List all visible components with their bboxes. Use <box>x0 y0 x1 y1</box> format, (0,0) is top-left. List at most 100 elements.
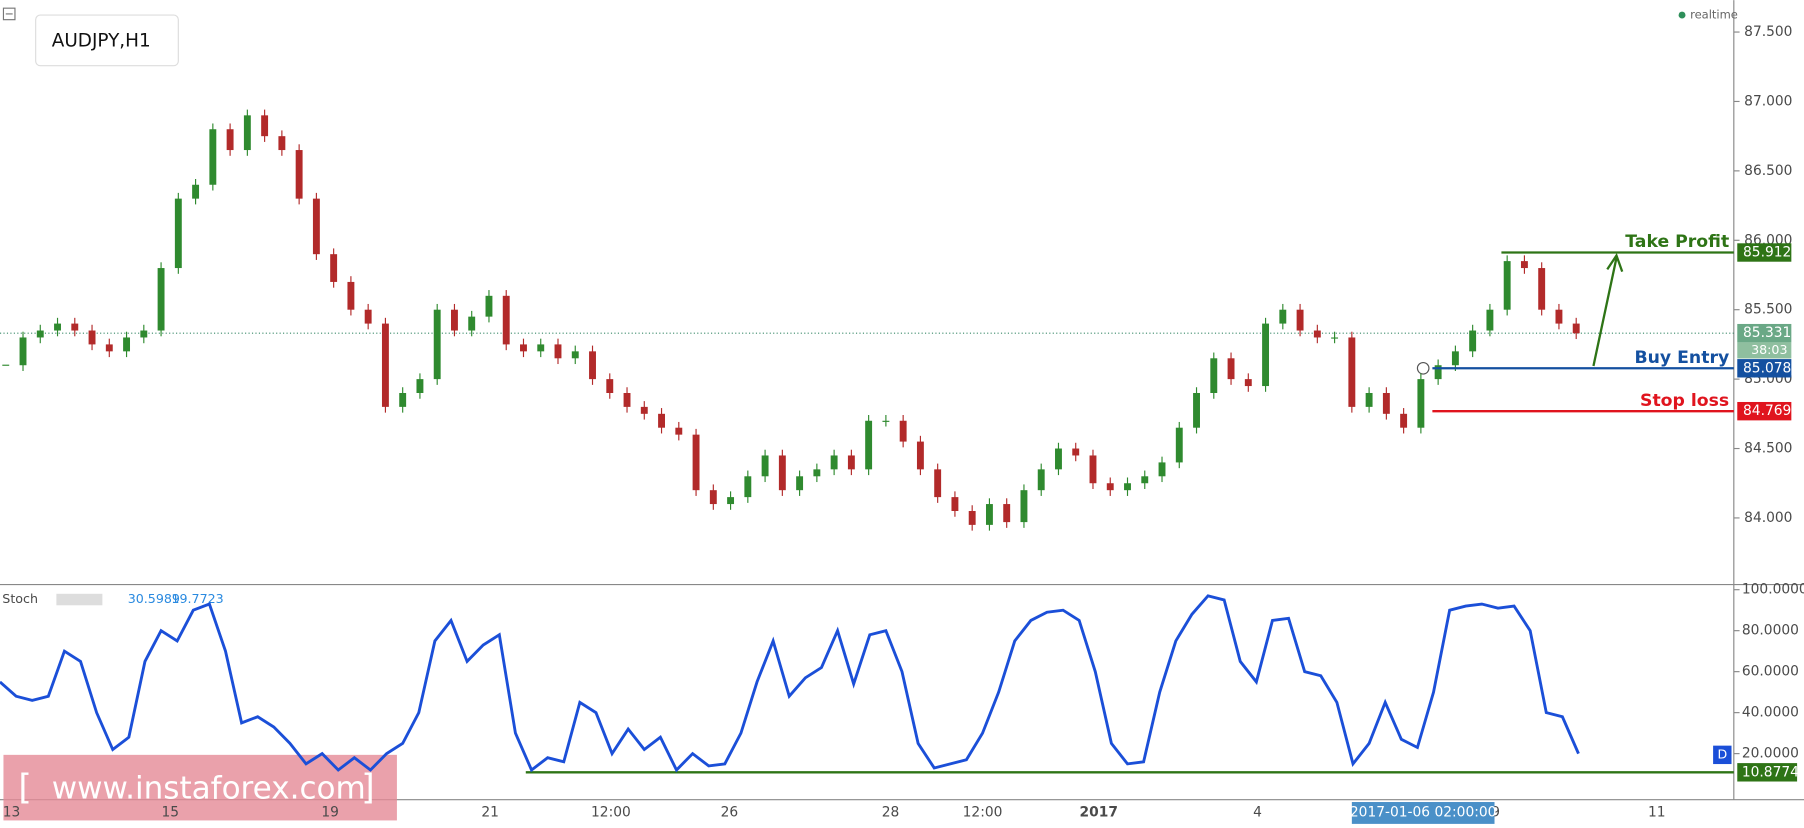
y-tick-label: 40.0000 <box>1742 705 1799 721</box>
candle <box>796 476 804 491</box>
candle <box>761 455 769 477</box>
countdown: 38:03 <box>1751 342 1787 357</box>
x-tick-label: 15 <box>161 804 179 820</box>
candle <box>1451 351 1459 366</box>
candle <box>658 413 665 428</box>
indicator-controls[interactable] <box>56 593 103 606</box>
candle <box>105 344 113 352</box>
x-tick-label: 28 <box>882 804 900 820</box>
y-tick-label: 87.000 <box>1744 93 1792 109</box>
y-tick-label: 87.500 <box>1744 24 1792 40</box>
y-tick-label: 84.000 <box>1744 510 1792 526</box>
candle <box>1503 261 1511 310</box>
level-box <box>1737 401 1792 421</box>
candle <box>468 316 476 331</box>
status: realtime <box>1690 8 1738 22</box>
candle <box>1055 448 1062 470</box>
candle <box>1158 462 1166 477</box>
candle <box>727 497 735 505</box>
stoch-line <box>0 594 1580 773</box>
candle <box>1417 379 1425 428</box>
candle <box>1089 455 1097 484</box>
y-tick-label: 20.0000 <box>1742 746 1799 762</box>
candle <box>865 420 873 470</box>
candle <box>778 455 786 491</box>
watermark: www.instaforex.com <box>52 770 366 806</box>
last-price-label: 85.331 <box>1743 325 1791 341</box>
candle <box>1538 268 1546 310</box>
candle <box>295 150 303 199</box>
candle <box>675 427 683 435</box>
watermark-bracket: [ <box>18 768 31 808</box>
x-tick-label: 21 <box>481 804 499 820</box>
candle <box>847 455 855 470</box>
candle <box>640 406 648 414</box>
candle <box>1244 379 1252 387</box>
candle <box>692 434 700 491</box>
level-box <box>1737 763 1798 782</box>
candle <box>899 420 907 442</box>
x-tick-label: 26 <box>721 804 739 820</box>
crosshair-label: 2017-01-06 02:00:00 <box>1350 804 1497 820</box>
level-box <box>1737 243 1792 262</box>
candle <box>537 344 545 352</box>
candle <box>1141 476 1149 484</box>
level-box <box>1737 359 1792 378</box>
candle <box>916 441 924 470</box>
candle <box>985 504 993 525</box>
y-tick-label: 80.0000 <box>1742 623 1799 639</box>
symbol-box[interactable] <box>35 14 179 67</box>
candle <box>606 379 614 393</box>
x-tick-label: 19 <box>321 804 339 820</box>
candle <box>1262 323 1270 387</box>
y-tick-label: 100.0000 <box>1742 582 1804 598</box>
candle <box>330 254 338 282</box>
candle <box>934 469 942 498</box>
candle <box>1106 483 1114 491</box>
candle <box>744 476 752 498</box>
candle <box>381 323 389 407</box>
x-tick-label: 13 <box>3 804 21 820</box>
candle <box>709 490 717 505</box>
x-tick-label: 9 <box>1491 804 1500 820</box>
candle <box>88 330 96 345</box>
candle <box>157 268 165 331</box>
candle <box>502 295 510 345</box>
candle <box>261 115 269 137</box>
candle <box>1486 309 1494 331</box>
collapse-button[interactable] <box>2 7 16 21</box>
candle <box>882 420 890 422</box>
y-tick-label: 84.500 <box>1744 441 1792 457</box>
candle <box>416 379 424 393</box>
candle <box>571 351 579 359</box>
candle <box>1520 261 1528 269</box>
indicator-reading: 30.5989 <box>128 591 180 606</box>
candle <box>1434 365 1442 380</box>
candle <box>1331 337 1339 339</box>
watermark-bracket: ] <box>361 768 374 808</box>
candle <box>19 337 27 366</box>
candle <box>399 392 407 407</box>
candle <box>1313 330 1321 338</box>
last-price-box <box>1737 323 1792 343</box>
candle <box>1296 309 1304 331</box>
level-label: 85.078 <box>1743 360 1791 376</box>
candle <box>623 392 631 407</box>
x-tick-label: 12:00 <box>963 804 1003 820</box>
indicator-name: Stoch <box>2 591 38 606</box>
candle <box>1210 358 1218 393</box>
candle <box>2 364 10 366</box>
candle <box>312 198 320 255</box>
y-tick-label: 86.500 <box>1744 163 1792 179</box>
x-tick-label: 11 <box>1648 804 1666 820</box>
countdown-box <box>1737 342 1792 359</box>
candle <box>1382 392 1390 414</box>
candle <box>192 184 200 199</box>
candle <box>1124 483 1131 491</box>
candle <box>1227 358 1235 380</box>
target-arrow <box>1592 252 1624 367</box>
candle <box>226 129 234 151</box>
candle <box>451 309 458 331</box>
level-name: Buy Entry <box>1634 348 1729 368</box>
